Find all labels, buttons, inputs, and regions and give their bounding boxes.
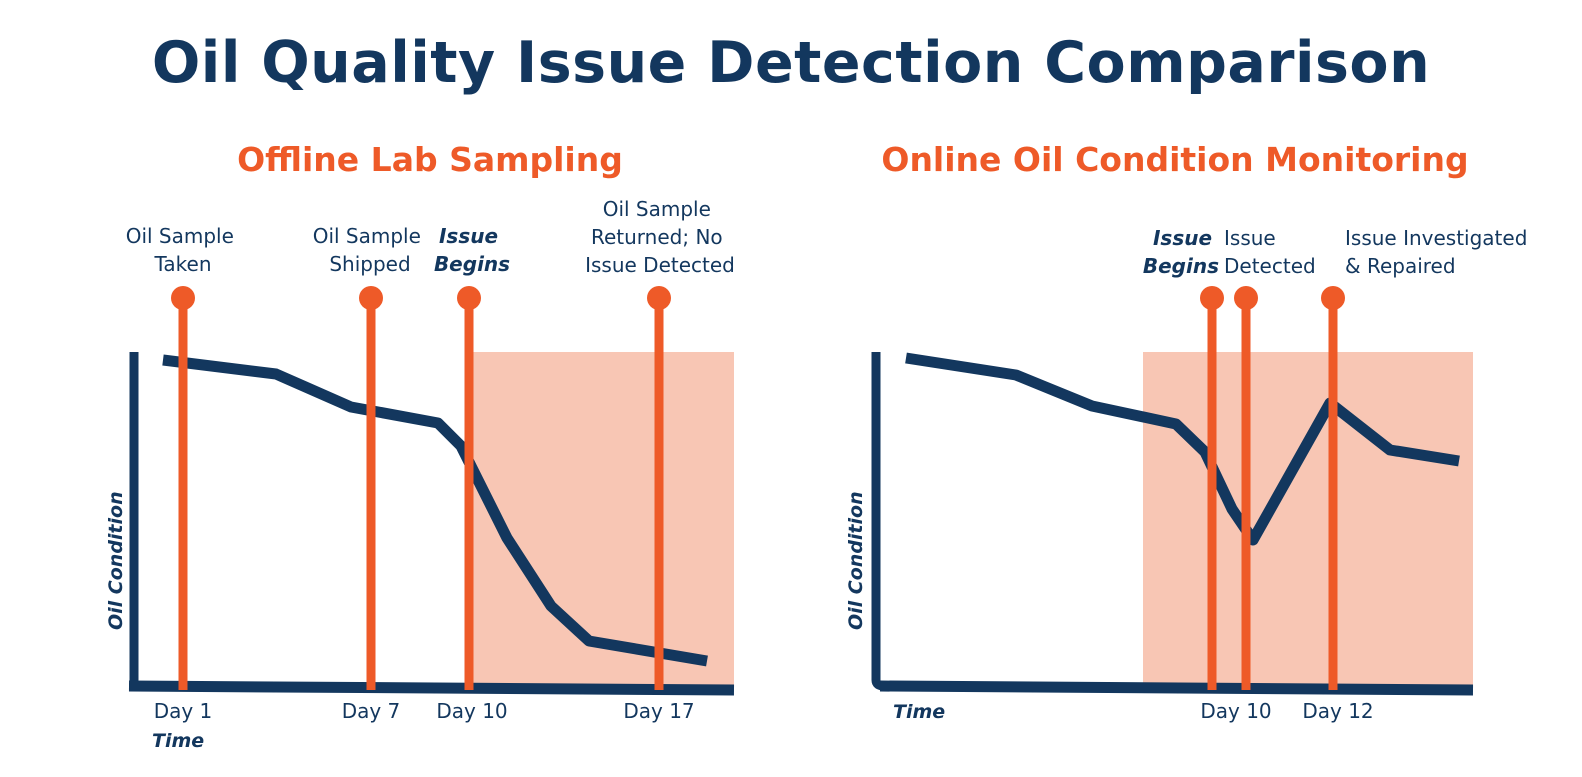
tick-day7: Day 7 <box>342 699 401 723</box>
event-marker-day10 <box>1234 286 1258 690</box>
event-marker-day7 <box>359 286 383 690</box>
event-marker-day17 <box>647 286 671 690</box>
tick-day17: Day 17 <box>623 699 694 723</box>
y-axis-title: Oil Condition <box>845 491 867 630</box>
offline-chart: Oil Sample Taken Oil Sample Shipped Issu… <box>105 197 735 752</box>
oil-condition-line <box>162 354 708 667</box>
page-title: Oil Quality Issue Detection Comparison <box>151 30 1431 96</box>
event-marker-day1 <box>171 286 195 690</box>
event-label-issue-detected: Issue Detected <box>1224 226 1316 278</box>
tick-day10: Day 10 <box>436 699 507 723</box>
oil-condition-line <box>905 352 1460 546</box>
event-label-day1: Oil Sample Taken <box>126 224 241 276</box>
event-marker-day10 <box>457 286 481 690</box>
tick-day10: Day 10 <box>1200 699 1271 723</box>
x-axis-title: Time <box>893 701 945 723</box>
online-chart: Issue Begins Issue Detected Issue Invest… <box>845 226 1534 723</box>
y-axis-title: Oil Condition <box>105 491 127 630</box>
chart-title-online: Online Oil Condition Monitoring <box>881 140 1469 179</box>
chart-title-offline: Offline Lab Sampling <box>237 140 623 179</box>
issue-shaded-region <box>1143 352 1473 686</box>
event-label-issue-begins: Issue Begins <box>1143 226 1219 278</box>
tick-day1: Day 1 <box>154 699 213 723</box>
x-axis <box>128 680 735 696</box>
event-label-repaired: Issue Investigated & Repaired <box>1345 226 1534 278</box>
event-label-day17: Oil Sample Returned; No Issue Detected <box>585 197 735 277</box>
y-axis <box>871 352 885 691</box>
tick-day12: Day 12 <box>1302 699 1373 723</box>
event-label-day10: Issue Begins <box>434 224 510 276</box>
issue-shaded-region <box>470 352 734 686</box>
x-axis-title: Time <box>152 730 204 752</box>
event-marker-day12 <box>1321 286 1345 690</box>
event-marker-issue-begins <box>1200 286 1224 690</box>
x-axis <box>879 680 1474 696</box>
event-label-day7: Oil Sample Shipped <box>313 224 428 276</box>
